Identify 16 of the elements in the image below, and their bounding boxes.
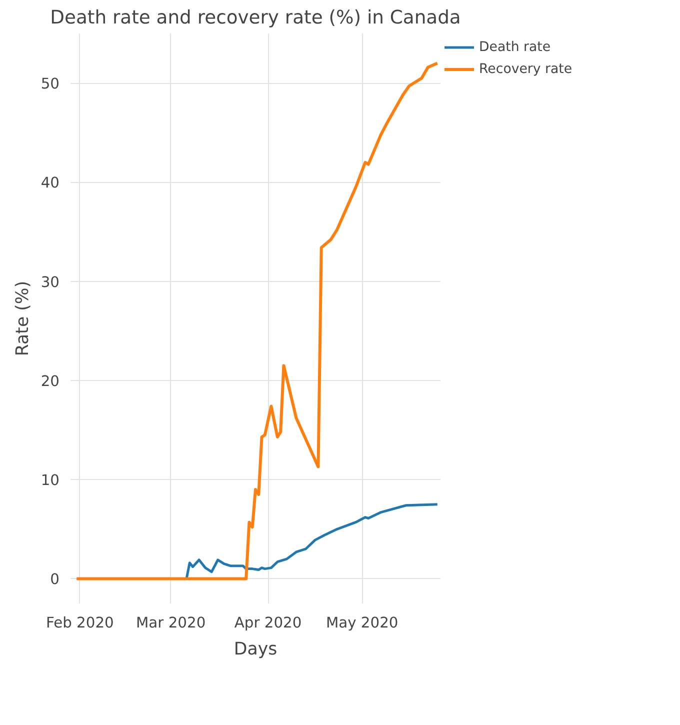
- x-tick-label: Feb 2020: [46, 614, 114, 632]
- y-tick-label: 10: [40, 472, 60, 490]
- line-series: [75, 62, 439, 580]
- y-tick-label: 50: [40, 76, 60, 93]
- x-tick-label: Apr 2020: [234, 614, 302, 632]
- y-axis-title: Rate (%): [12, 280, 33, 356]
- x-axis-title: Days: [234, 640, 278, 660]
- y-tick-label: 40: [40, 174, 60, 192]
- legend-label: Recovery rate: [479, 62, 572, 76]
- x-tick-label: Mar 2020: [136, 614, 206, 632]
- y-tick-label: 30: [40, 274, 60, 291]
- x-tick-label: May 2020: [326, 614, 398, 632]
- chart-title: Death rate and recovery rate (%) in Canada: [50, 8, 461, 28]
- y-tick-label: 0: [50, 571, 60, 588]
- legend-label: Death rate: [479, 40, 551, 54]
- y-tick-label: 20: [40, 372, 60, 390]
